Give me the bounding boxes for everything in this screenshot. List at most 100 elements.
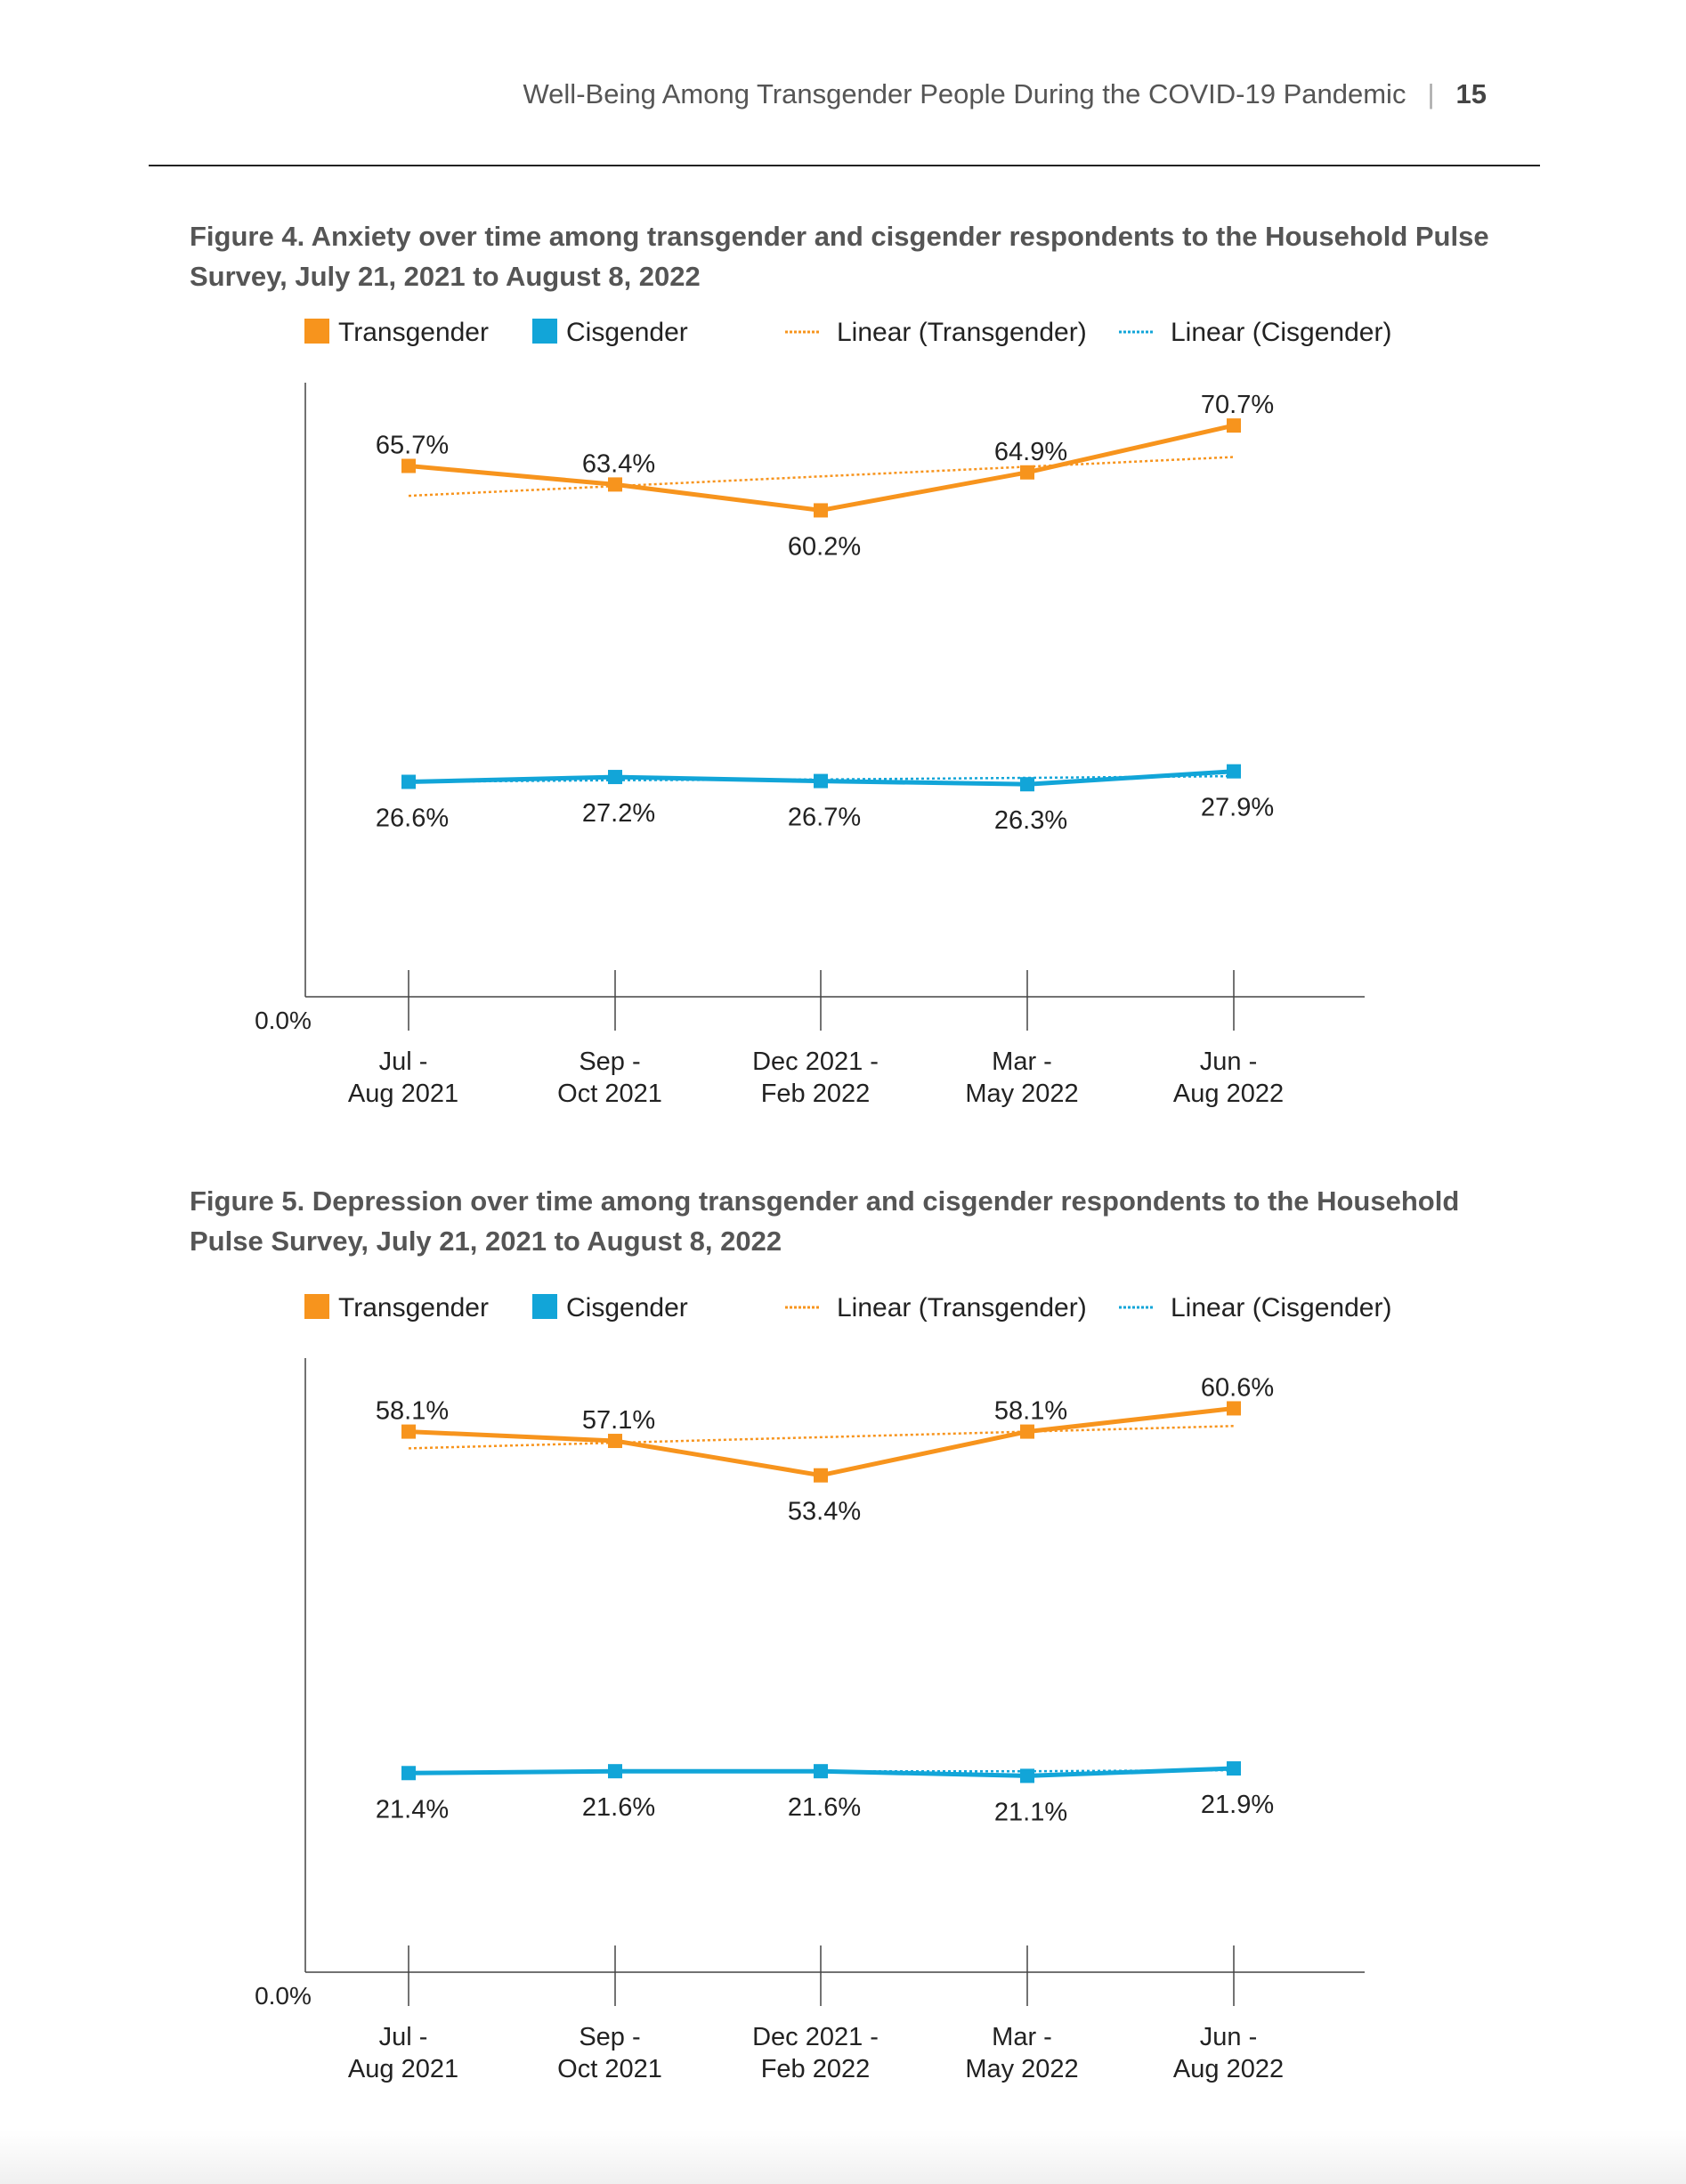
legend-trend-cisgender-label: Linear (Cisgender) bbox=[1171, 318, 1391, 347]
legend-transgender-label: Transgender bbox=[338, 1293, 489, 1323]
data-label-transgender: 57.1% bbox=[582, 1406, 655, 1435]
data-label-transgender: 58.1% bbox=[376, 1397, 449, 1426]
x-tick-label-line: Oct 2021 bbox=[557, 1080, 662, 1108]
y-tick-label-zero: 0.0% bbox=[255, 1007, 312, 1034]
legend-cisgender-swatch bbox=[532, 319, 557, 344]
data-point-transgender bbox=[401, 458, 416, 473]
legend-cisgender: Cisgender bbox=[532, 318, 688, 347]
data-point-transgender bbox=[814, 503, 828, 518]
x-tick-label-line: Sep - bbox=[579, 2023, 640, 2051]
legend-trend-transgender-label: Linear (Transgender) bbox=[837, 1293, 1087, 1323]
data-point-cisgender bbox=[814, 773, 828, 789]
series-line-transgender bbox=[408, 1406, 1235, 1478]
data-label-cisgender: 21.4% bbox=[376, 1795, 449, 1824]
data-point-cisgender bbox=[401, 1766, 416, 1781]
data-point-transgender bbox=[1020, 1424, 1034, 1439]
legend-trend-transgender-label: Linear (Transgender) bbox=[837, 318, 1087, 347]
x-tick-label: Jun - Aug 2022 bbox=[1173, 1048, 1284, 1108]
data-label-transgender: 64.9% bbox=[994, 438, 1067, 466]
data-point-cisgender bbox=[1020, 1768, 1034, 1784]
x-tick-label-line: Feb 2022 bbox=[761, 1080, 871, 1108]
series-line-transgender bbox=[408, 423, 1235, 513]
legend-transgender-swatch bbox=[304, 1294, 329, 1319]
series-cisgender: 21.4% 21.6% 21.6% 21.1% 21.9% bbox=[376, 1761, 1274, 1826]
legend-transgender-label: Transgender bbox=[338, 318, 489, 347]
x-tick-label: Jul - Aug 2021 bbox=[348, 1048, 458, 1108]
depression-chart: Transgender Cisgender Linear (Transgender)… bbox=[255, 1293, 1391, 2083]
x-tick-label-line: Aug 2022 bbox=[1173, 1080, 1284, 1108]
x-tick-label-line: Aug 2022 bbox=[1173, 2055, 1284, 2083]
data-point-cisgender bbox=[1020, 777, 1034, 792]
data-label-cisgender: 21.9% bbox=[1201, 1791, 1274, 1819]
data-point-cisgender bbox=[1227, 1761, 1241, 1776]
data-point-cisgender bbox=[401, 774, 416, 789]
x-tick-label: Sep - Oct 2021 bbox=[557, 2023, 662, 2083]
data-label-cisgender: 21.6% bbox=[788, 1793, 861, 1822]
legend-cisgender-label: Cisgender bbox=[566, 1293, 688, 1323]
data-label-cisgender: 21.6% bbox=[582, 1793, 655, 1822]
legend-cisgender-label: Cisgender bbox=[566, 318, 688, 347]
data-point-transgender bbox=[1227, 418, 1241, 433]
x-tick-label-line: Mar - bbox=[992, 2023, 1052, 2051]
data-label-cisgender: 26.3% bbox=[994, 806, 1067, 835]
legend-trend-cisgender: Linear (Cisgender) bbox=[1119, 318, 1391, 347]
data-label-transgender: 65.7% bbox=[376, 432, 449, 460]
data-label-transgender: 63.4% bbox=[582, 449, 655, 478]
data-point-transgender bbox=[1020, 465, 1034, 480]
running-title: Well-Being Among Transgender People Duri… bbox=[523, 78, 1406, 109]
data-point-transgender bbox=[814, 1468, 828, 1483]
x-tick-label-line: Aug 2021 bbox=[348, 1080, 458, 1108]
chart-legend: Transgender Cisgender Linear (Transgender)… bbox=[304, 318, 1391, 347]
x-tick-label: Sep - Oct 2021 bbox=[557, 1048, 662, 1108]
x-tick-label: Mar - May 2022 bbox=[965, 2023, 1078, 2083]
data-point-cisgender bbox=[608, 770, 622, 785]
legend-cisgender: Cisgender bbox=[532, 1293, 688, 1323]
x-tick-label: Dec 2021 - Feb 2022 bbox=[752, 2023, 879, 2083]
x-tick-label: Dec 2021 - Feb 2022 bbox=[752, 1048, 879, 1108]
x-tick-label-line: Dec 2021 - bbox=[752, 1048, 879, 1076]
data-label-transgender: 53.4% bbox=[788, 1498, 861, 1526]
trendline-linear-transgender bbox=[408, 456, 1235, 497]
figure-4-title: Figure 4. Anxiety over time among transg… bbox=[190, 221, 1489, 292]
anxiety-chart: Transgender Cisgender Linear (Transgender)… bbox=[255, 318, 1391, 1108]
series-transgender: 58.1% 57.1% 53.4% 58.1% 60.6% bbox=[376, 1373, 1274, 1525]
header-rule bbox=[149, 165, 1540, 166]
chart-legend: Transgender Cisgender Linear (Transgender)… bbox=[304, 1293, 1391, 1323]
data-point-cisgender bbox=[1227, 764, 1241, 779]
data-label-transgender: 70.7% bbox=[1201, 391, 1274, 419]
legend-trend-transgender: Linear (Transgender) bbox=[785, 1293, 1087, 1323]
legend-trend-transgender: Linear (Transgender) bbox=[785, 318, 1087, 347]
legend-trend-cisgender: Linear (Cisgender) bbox=[1119, 1293, 1391, 1323]
legend-transgender: Transgender bbox=[304, 318, 489, 347]
data-point-transgender bbox=[608, 1434, 622, 1449]
running-header: Well-Being Among Transgender People Duri… bbox=[0, 78, 1487, 110]
x-tick-label: Mar - May 2022 bbox=[965, 1048, 1078, 1108]
x-tick-label-line: Jun - bbox=[1200, 1048, 1257, 1076]
x-tick-label-line: Oct 2021 bbox=[557, 2055, 662, 2083]
data-label-transgender: 60.6% bbox=[1201, 1373, 1274, 1402]
data-label-cisgender: 27.9% bbox=[1201, 794, 1274, 822]
legend-transgender-swatch bbox=[304, 319, 329, 344]
page-bottom-band bbox=[0, 2131, 1686, 2184]
page-number: 15 bbox=[1455, 78, 1487, 109]
data-label-cisgender: 26.7% bbox=[788, 804, 861, 832]
data-point-transgender bbox=[608, 477, 622, 492]
x-tick-label-line: Aug 2021 bbox=[348, 2055, 458, 2083]
x-tick-label-line: Jun - bbox=[1200, 2023, 1257, 2051]
x-tick-label-line: Feb 2022 bbox=[761, 2055, 871, 2083]
data-point-transgender bbox=[1227, 1401, 1241, 1416]
series-cisgender: 26.6% 27.2% 26.7% 26.3% 27.9% bbox=[376, 764, 1274, 835]
y-tick-label-zero: 0.0% bbox=[255, 1982, 312, 2010]
x-tick-label-line: Jul - bbox=[379, 1048, 428, 1076]
x-tick-label-line: May 2022 bbox=[965, 1080, 1078, 1108]
x-tick-label: Jun - Aug 2022 bbox=[1173, 2023, 1284, 2083]
series-transgender: 65.7% 63.4% 60.2% 64.9% 70.7% bbox=[376, 391, 1274, 561]
legend-trend-cisgender-label: Linear (Cisgender) bbox=[1171, 1293, 1391, 1323]
legend-cisgender-swatch bbox=[532, 1294, 557, 1319]
trendline-linear-transgender bbox=[408, 1425, 1235, 1450]
data-point-transgender bbox=[401, 1424, 416, 1439]
data-label-transgender: 60.2% bbox=[788, 532, 861, 561]
data-label-transgender: 58.1% bbox=[994, 1397, 1067, 1426]
header-separator: | bbox=[1427, 78, 1435, 109]
data-label-cisgender: 27.2% bbox=[582, 799, 655, 828]
